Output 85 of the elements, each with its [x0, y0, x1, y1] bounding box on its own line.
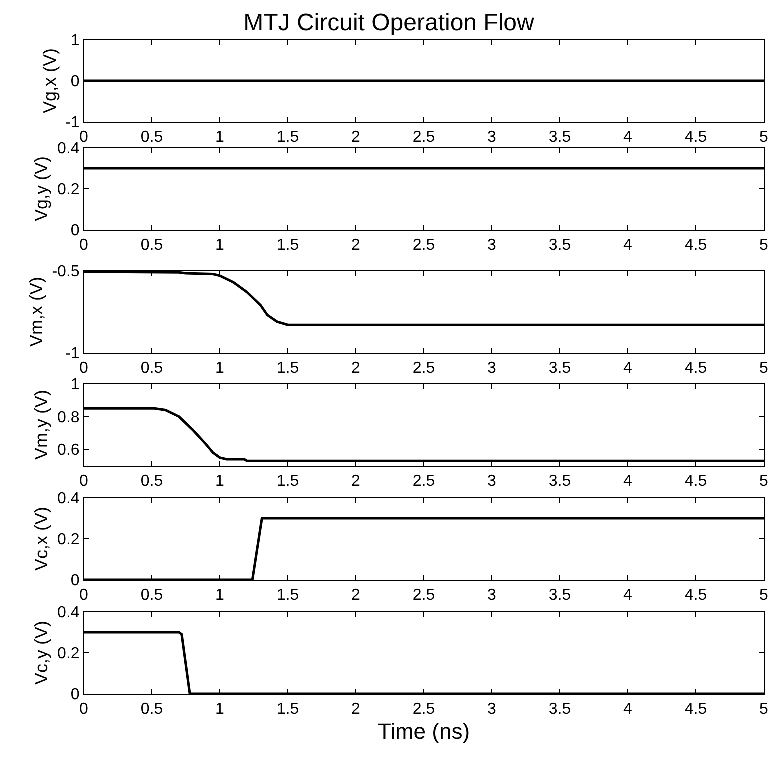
x-tick-label: 2.5 [412, 587, 436, 604]
x-tick-label: 4.5 [684, 701, 708, 718]
x-tick-label: 1.5 [276, 237, 300, 254]
x-tick-label: 0.5 [140, 587, 164, 604]
x-tick-label: 3 [488, 587, 497, 604]
y-tick-label: -1 [66, 114, 80, 132]
x-tick-label: 2.5 [412, 701, 436, 718]
x-tick-label: 1.5 [276, 587, 300, 604]
y-tick-label: 1 [70, 32, 80, 50]
x-tick-label: 2 [352, 237, 361, 254]
x-tick-label: 3.5 [548, 237, 572, 254]
x-tick-label: 0.5 [140, 360, 164, 378]
y-tick-label: 0 [70, 572, 80, 590]
x-tick-label: 4.5 [684, 129, 708, 146]
x-tick-label: 4.5 [684, 473, 708, 490]
y-axis-title: Vm,y (V) [32, 390, 52, 460]
x-tick-label: 3.5 [548, 701, 572, 718]
x-tick-label: 0.5 [140, 237, 164, 254]
x-axis-title: Time (ns) [378, 719, 470, 744]
y-axis-title: Vg,y (V) [32, 156, 52, 222]
x-tick-label: 5 [760, 587, 769, 604]
x-tick-label: 4 [624, 701, 633, 718]
x-tick-label: 5 [760, 237, 769, 254]
x-tick-label: 4 [624, 587, 633, 604]
y-tick-label: 0 [70, 222, 80, 240]
x-tick-label: 4.5 [684, 237, 708, 254]
y-tick-label: 0.2 [58, 646, 80, 663]
x-tick-label: 1.5 [276, 129, 300, 146]
y-tick-label: 0.4 [58, 604, 80, 622]
x-tick-label: 0.5 [140, 473, 164, 490]
x-tick-label: 2 [352, 129, 361, 146]
x-tick-label: 2 [352, 701, 361, 718]
x-tick-label: 4.5 [684, 360, 708, 378]
x-tick-label: 2 [352, 473, 361, 490]
x-tick-label: 3 [488, 129, 497, 146]
x-tick-label: 3.5 [548, 360, 572, 378]
y-axis-title: Vg,x (V) [40, 48, 60, 114]
x-tick-label: 3.5 [548, 587, 572, 604]
x-tick-label: 0.5 [140, 129, 164, 146]
y-tick-label: 0.2 [58, 182, 80, 199]
x-tick-label: 1 [216, 473, 225, 490]
y-axis-title: Vc,x (V) [32, 506, 52, 572]
x-tick-label: 3.5 [548, 473, 572, 490]
x-tick-label: 4.5 [684, 587, 708, 604]
x-tick-label: 1 [216, 701, 225, 718]
y-tick-label: 0 [70, 686, 80, 704]
x-tick-label: 3 [488, 360, 497, 378]
x-tick-label: 2 [352, 587, 361, 604]
y-tick-label: 0.4 [58, 490, 80, 508]
x-tick-label: 5 [760, 701, 769, 718]
y-tick-label: 0.8 [58, 409, 80, 426]
x-tick-label: 5 [760, 473, 769, 490]
x-tick-label: 4 [624, 360, 633, 378]
y-tick-label: 0.6 [58, 442, 80, 460]
x-tick-label: 4 [624, 237, 633, 254]
x-tick-label: 1.5 [276, 701, 300, 718]
x-tick-label: 1.5 [276, 473, 300, 490]
x-tick-label: 5 [760, 360, 769, 378]
x-tick-label: 4 [624, 473, 633, 490]
y-tick-label: 0.4 [58, 140, 80, 158]
x-tick-label: 2.5 [412, 473, 436, 490]
y-tick-label: -0.5 [52, 264, 80, 281]
x-tick-label: 1 [216, 129, 225, 146]
x-tick-label: 2 [352, 360, 361, 378]
x-tick-label: 3.5 [548, 129, 572, 146]
x-tick-label: 3 [488, 473, 497, 490]
x-tick-label: 4 [624, 129, 633, 146]
x-tick-label: 3 [488, 701, 497, 718]
x-tick-label: 2.5 [412, 129, 436, 146]
x-tick-label: 1 [216, 360, 225, 378]
y-axis-title: Vm,x (V) [26, 277, 46, 347]
x-tick-label: 1 [216, 587, 225, 604]
y-tick-label: 0.2 [58, 532, 80, 549]
x-tick-label: 2.5 [412, 360, 436, 378]
y-tick-label: -1 [66, 346, 80, 363]
x-tick-label: 2.5 [412, 237, 436, 254]
x-tick-label: 3 [488, 237, 497, 254]
x-tick-label: 1 [216, 237, 225, 254]
y-axis-title: Vc,y (V) [32, 620, 52, 686]
x-tick-label: 1.5 [276, 360, 300, 378]
y-tick-label: 1 [70, 376, 80, 394]
x-tick-label: 0.5 [140, 701, 164, 718]
chart-title: MTJ Circuit Operation Flow [244, 9, 536, 36]
y-tick-label: 0 [70, 74, 80, 91]
x-tick-label: 5 [760, 129, 769, 146]
